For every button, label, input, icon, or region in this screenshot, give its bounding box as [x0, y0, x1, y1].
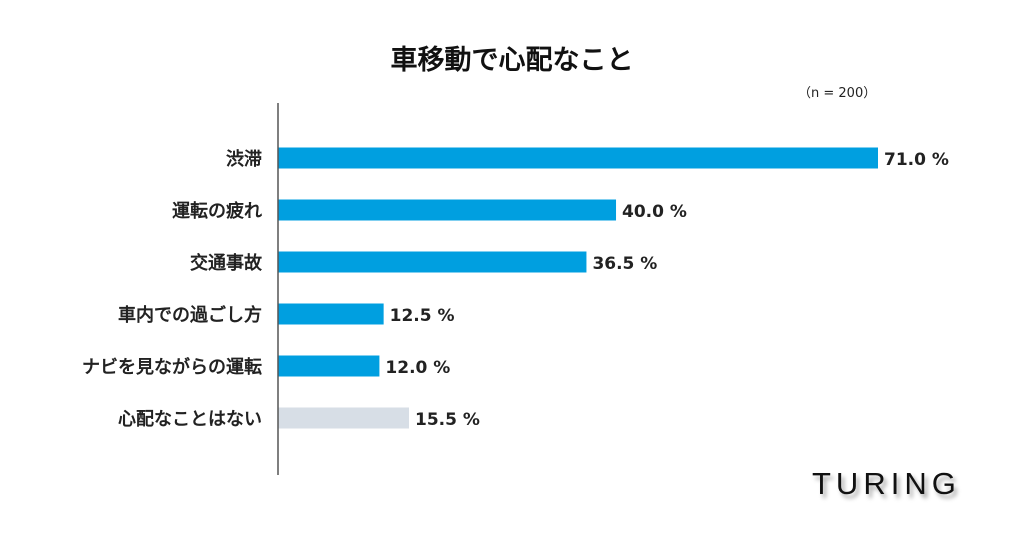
category-label: 交通事故 [190, 252, 263, 274]
value-label: 15.5 % [415, 410, 480, 430]
bar [278, 199, 617, 221]
category-label: 車内での過ごし方 [118, 304, 262, 326]
bar [278, 147, 878, 169]
sample-size-note: （n = 200） [798, 86, 877, 101]
turing-logo: TURING [812, 466, 961, 501]
bar [278, 303, 384, 325]
value-label: 12.5 % [390, 306, 455, 326]
value-label: 40.0 % [622, 202, 687, 222]
bar [278, 355, 380, 377]
chart-title: 車移動で心配なこと [390, 45, 634, 76]
value-label: 71.0 % [884, 150, 949, 170]
category-label: 渋滞 [226, 148, 262, 170]
value-label: 12.0 % [385, 358, 450, 378]
value-label: 36.5 % [592, 254, 657, 274]
category-label: ナビを見ながらの運転 [82, 356, 262, 378]
category-label: 運転の疲れ [172, 200, 262, 222]
bar [278, 251, 587, 273]
category-label: 心配なことはない [118, 409, 262, 430]
bar [278, 407, 409, 429]
